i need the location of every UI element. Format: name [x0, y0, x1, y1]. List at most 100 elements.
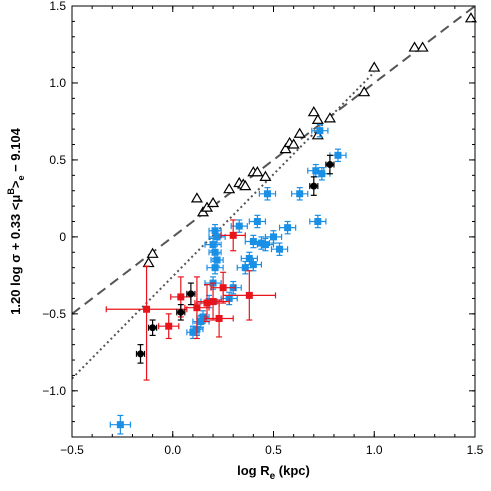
- square-marker: [270, 233, 277, 241]
- square-marker: [241, 264, 249, 272]
- data-point: [109, 414, 132, 435]
- square-marker: [213, 256, 221, 264]
- square-marker: [276, 245, 284, 253]
- square-marker: [143, 305, 151, 313]
- square-marker: [245, 254, 253, 262]
- square-marker: [257, 239, 265, 247]
- square-marker: [263, 190, 271, 198]
- dotted-line: [72, 71, 375, 380]
- x-tick-label: 1.0: [366, 443, 383, 457]
- triangle-marker: [287, 138, 300, 149]
- square-marker: [209, 298, 217, 306]
- triangle-marker: [293, 127, 306, 138]
- triangle-marker: [223, 182, 236, 194]
- data-point: [287, 138, 300, 149]
- square-marker: [211, 248, 219, 256]
- square-marker: [199, 313, 207, 321]
- square-marker: [219, 284, 227, 292]
- data-point: [222, 270, 277, 321]
- square-marker: [193, 304, 201, 312]
- axis-ticks: −0.5 0.0 0.5 1.0 1.5 −1.0 −0.5 0 0.5 1.0 1.5: [42, 0, 483, 457]
- y-tick-label: 0.5: [49, 153, 66, 167]
- square-marker: [215, 314, 223, 322]
- data-point: [230, 219, 248, 233]
- data-point: [239, 179, 252, 191]
- data-point: [206, 260, 224, 275]
- data-point: [264, 230, 283, 244]
- data-point: [146, 247, 159, 258]
- triangle-marker: [323, 112, 336, 123]
- square-marker: [116, 421, 124, 429]
- triangle-marker: [307, 106, 320, 117]
- data-point: [368, 61, 381, 72]
- triangle-marker: [416, 41, 429, 52]
- data-point: [293, 127, 306, 138]
- data-point: [464, 12, 478, 23]
- data-point: [251, 166, 264, 177]
- square-marker: [177, 293, 185, 301]
- data-point: [105, 265, 188, 381]
- data-point: [158, 313, 180, 340]
- data-point: [204, 237, 222, 252]
- x-tick-label: 1.5: [467, 443, 484, 457]
- square-marker: [235, 222, 243, 230]
- square-marker: [165, 322, 173, 330]
- data-points: [105, 12, 478, 435]
- data-point: [259, 170, 272, 181]
- x-tick-label: 0.0: [164, 443, 181, 457]
- data-point: [325, 154, 335, 175]
- data-point: [207, 196, 220, 208]
- square-marker: [284, 224, 292, 232]
- data-point: [311, 123, 329, 138]
- data-point: [408, 41, 421, 52]
- data-point: [270, 242, 289, 256]
- data-point: [258, 187, 277, 201]
- square-marker: [211, 227, 219, 235]
- square-marker: [316, 127, 324, 135]
- data-point: [329, 148, 347, 163]
- data-point: [147, 319, 158, 337]
- data-point: [142, 256, 155, 268]
- data-point: [248, 214, 267, 229]
- data-point: [307, 106, 320, 117]
- square-marker: [334, 151, 342, 159]
- data-point: [184, 276, 210, 340]
- data-point: [135, 344, 146, 364]
- data-point: [186, 282, 196, 306]
- circle-marker: [187, 290, 195, 298]
- square-marker: [225, 294, 233, 302]
- circle-marker: [177, 308, 185, 316]
- y-tick-label: 1.0: [49, 76, 66, 90]
- y-tick-label: −1.0: [42, 384, 66, 398]
- square-marker: [318, 170, 326, 178]
- data-point: [208, 245, 222, 260]
- square-marker: [197, 318, 205, 326]
- square-marker: [209, 241, 217, 249]
- y-tick-label: 0: [59, 230, 66, 244]
- data-point: [358, 86, 371, 97]
- data-point: [176, 304, 186, 321]
- triangle-marker: [251, 166, 264, 177]
- data-point: [278, 220, 297, 235]
- triangle-marker: [239, 179, 252, 191]
- x-tick-label: 0.5: [265, 443, 282, 457]
- triangle-marker: [190, 192, 203, 203]
- data-point: [291, 187, 309, 201]
- data-point: [311, 113, 324, 125]
- plot-frame: [71, 5, 476, 438]
- square-marker: [203, 299, 211, 307]
- dashed-line: [72, 6, 475, 315]
- triangle-marker: [259, 170, 272, 181]
- triangle-marker: [368, 61, 381, 72]
- data-point: [220, 291, 238, 306]
- square-marker: [261, 241, 269, 249]
- square-marker: [296, 190, 304, 198]
- data-point: [223, 182, 236, 194]
- triangle-marker: [358, 86, 371, 97]
- data-point: [416, 41, 429, 52]
- square-marker: [253, 218, 261, 225]
- data-point: [309, 176, 319, 196]
- square-marker: [312, 167, 320, 175]
- square-marker: [229, 231, 237, 239]
- data-point: [204, 299, 234, 338]
